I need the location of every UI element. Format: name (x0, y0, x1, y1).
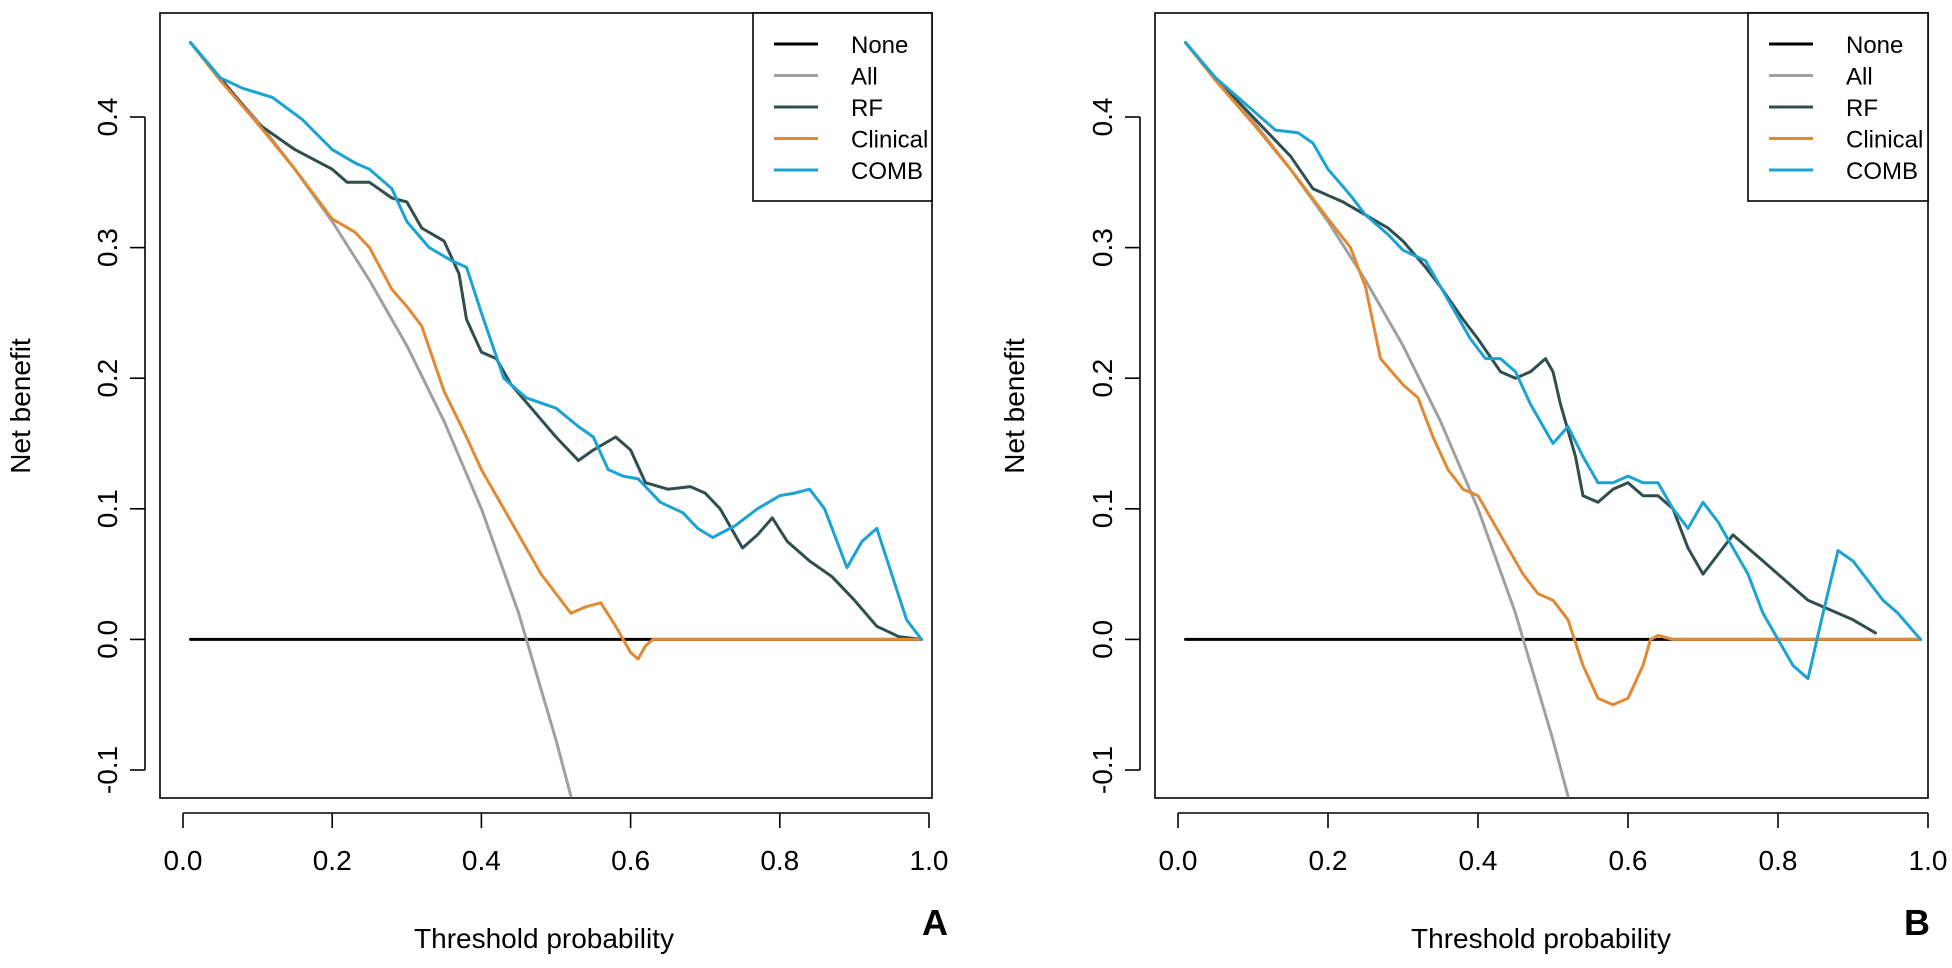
panel-letter-a: A (922, 902, 948, 943)
legend-label-clinical-b: Clinical (1846, 127, 1923, 154)
legend-label-clinical-a: Clinical (851, 127, 928, 154)
panel-letter-b: B (1904, 902, 1930, 943)
y-tick-label-a-2: 0.1 (92, 489, 123, 528)
legend-b: None All RF Clinical COMB (1747, 12, 1929, 202)
legend-a: None All RF Clinical COMB (752, 12, 933, 202)
x-tick-label-b-4: 0.8 (1759, 845, 1798, 876)
x-tick-label-a-5: 1.0 (910, 845, 949, 876)
chart-panel-a: A 0.0 0.2 0.4 0.6 0.8 1.0 -0.1 0.0 0.1 0.2 0.3 0.4 T… (5, 12, 949, 954)
y-tick-label-a-3: 0.2 (92, 359, 123, 398)
x-tick-label-a-3: 0.6 (611, 845, 650, 876)
y-axis-title-b: Net benefit (999, 338, 1030, 474)
y-tick-label-b-2: 0.1 (1087, 489, 1118, 528)
y-axis-title-a: Net benefit (5, 338, 36, 474)
legend-label-rf-a: RF (851, 95, 883, 122)
legend-label-rf-b: RF (1846, 95, 1878, 122)
y-tick-label-a-1: 0.0 (92, 620, 123, 659)
y-tick-label-b-4: 0.3 (1087, 228, 1118, 267)
series-line-all-b (1184, 41, 1570, 798)
legend-label-none-a: None (851, 32, 908, 59)
x-tick-label-b-3: 0.6 (1609, 845, 1648, 876)
y-tick-label-a-0: -0.1 (92, 746, 123, 794)
series-line-clinical-a (189, 41, 923, 661)
series-lines-a (189, 41, 923, 798)
x-tick-label-b-0: 0.0 (1159, 845, 1198, 876)
y-tick-label-b-5: 0.4 (1087, 98, 1118, 137)
chart-panel-b: B 0.0 0.2 0.4 0.6 0.8 1.0 -0.1 0.0 0.1 0.2 0.3 0.4 T… (999, 12, 1948, 954)
legend-label-none-b: None (1846, 32, 1903, 59)
x-tick-label-a-1: 0.2 (313, 845, 352, 876)
y-tick-label-b-1: 0.0 (1087, 620, 1118, 659)
x-tick-label-b-5: 1.0 (1909, 845, 1948, 876)
legend-label-all-b: All (1846, 64, 1873, 91)
x-tick-label-b-2: 0.4 (1459, 845, 1498, 876)
y-tick-label-b-3: 0.2 (1087, 359, 1118, 398)
legend-label-comb-b: COMB (1846, 158, 1918, 185)
x-tick-label-a-2: 0.4 (462, 845, 501, 876)
series-lines-b (1184, 41, 1922, 798)
series-line-comb-b (1184, 41, 1922, 681)
x-tick-label-a-0: 0.0 (164, 845, 203, 876)
y-tick-label-a-4: 0.3 (92, 228, 123, 267)
plot-frame-a (159, 12, 933, 799)
series-line-clinical-b (1184, 41, 1922, 707)
x-axis-title-a: Threshold probability (414, 923, 674, 954)
y-tick-label-b-0: -0.1 (1087, 746, 1118, 794)
plot-frame-b (1154, 12, 1929, 799)
series-line-rf-b (1184, 41, 1877, 635)
x-axis-title-b: Threshold probability (1411, 923, 1671, 954)
series-line-rf-a (189, 41, 923, 641)
legend-label-comb-a: COMB (851, 158, 923, 185)
legend-label-all-a: All (851, 64, 878, 91)
series-line-comb-a (189, 41, 923, 641)
x-tick-label-b-1: 0.2 (1309, 845, 1348, 876)
x-tick-label-a-4: 0.8 (760, 845, 799, 876)
y-tick-label-a-5: 0.4 (92, 98, 123, 137)
